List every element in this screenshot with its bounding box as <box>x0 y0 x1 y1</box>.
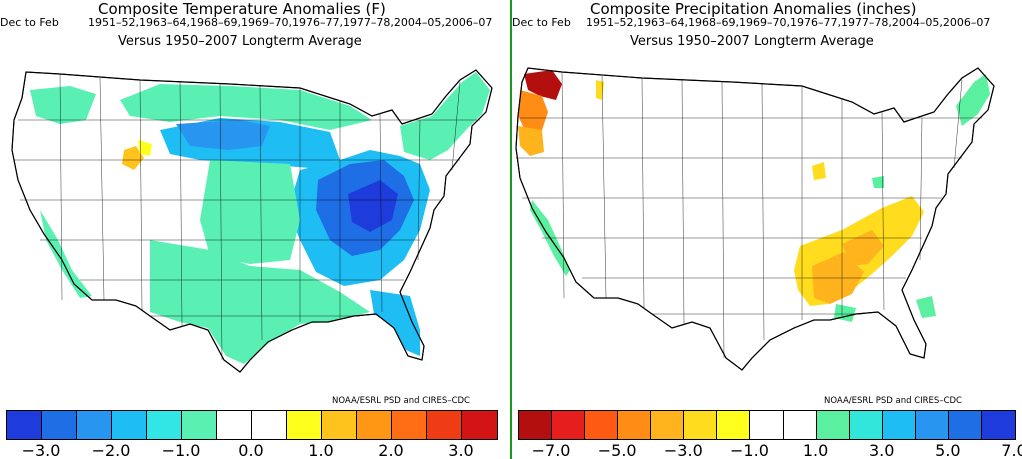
color-scale-box <box>217 411 252 439</box>
composite-years: 1951–52,1963–64,1968–69,1969–70,1976–77,… <box>586 16 991 29</box>
color-scale-box <box>750 411 784 439</box>
color-scale-box <box>147 411 182 439</box>
color-scale-box <box>42 411 77 439</box>
color-scale-ticks: −3.0 −2.0 −1.0 0.0 1.0 2.0 3.0 <box>0 441 510 459</box>
color-scale-box <box>252 411 287 439</box>
color-scale-tick-label: −3.0 <box>21 441 61 459</box>
color-scale-box <box>717 411 751 439</box>
color-scale-tick-label: 5.0 <box>935 441 961 459</box>
color-scale-box <box>585 411 619 439</box>
color-scale-tick-label: 0.0 <box>238 441 264 459</box>
color-scale-box <box>981 411 1015 439</box>
temperature-anomaly-panel: Composite Temperature Anomalies (F) Dec … <box>0 0 510 459</box>
color-scale-box <box>182 411 217 439</box>
color-scale-tick-label: 7.0 <box>1001 441 1022 459</box>
color-scale-tick-label: 3.0 <box>868 441 895 459</box>
color-scale-bar <box>518 410 1016 440</box>
baseline-label: Versus 1950–2007 Longterm Average <box>118 34 362 49</box>
precipitation-anomaly-shading <box>518 70 990 322</box>
baseline-label: Versus 1950–2007 Longterm Average <box>630 34 874 49</box>
climate-division-grid <box>516 71 982 359</box>
color-scale-box <box>882 411 916 439</box>
us-outline <box>515 67 995 371</box>
color-scale-box <box>462 411 497 439</box>
color-scale-box <box>849 411 883 439</box>
color-scale-tick-label: 2.0 <box>378 441 404 459</box>
color-scale-box <box>287 411 322 439</box>
color-scale-box <box>651 411 685 439</box>
color-scale-box <box>552 411 586 439</box>
color-scale-box <box>816 411 850 439</box>
color-scale-box <box>322 411 357 439</box>
climate-division-grid <box>14 73 480 361</box>
panel-title: Composite Temperature Anomalies (F) <box>98 0 386 18</box>
color-scale-tick-label: 1.0 <box>308 441 334 459</box>
color-scale-tick-label: −5.0 <box>597 441 637 459</box>
composite-years: 1951–52,1963–64,1968–69,1969–70,1976–77,… <box>88 16 493 29</box>
color-scale-box <box>684 411 718 439</box>
color-scale-tick-label: −1.0 <box>730 441 769 459</box>
color-scale-tick-label: 1.0 <box>802 441 829 459</box>
color-scale-bar <box>6 410 498 440</box>
color-scale-tick-label: −7.0 <box>531 441 571 459</box>
color-scale-box <box>112 411 147 439</box>
temperature-anomaly-shading <box>30 72 490 364</box>
color-scale-tick-label: −3.0 <box>663 441 703 459</box>
precipitation-anomaly-panel: Composite Precipitation Anomalies (inche… <box>512 0 1022 459</box>
color-scale-box <box>618 411 652 439</box>
color-scale-box <box>77 411 112 439</box>
color-scale-tick-label: −2.0 <box>91 441 131 459</box>
season-label: Dec to Feb <box>512 16 571 29</box>
season-label: Dec to Feb <box>0 16 59 29</box>
color-scale-box <box>948 411 982 439</box>
us-precipitation-anomaly-map <box>515 67 995 371</box>
color-scale-box <box>392 411 427 439</box>
color-scale-tick-label: −1.0 <box>161 441 201 459</box>
color-scale-box <box>357 411 392 439</box>
panel-divider <box>510 0 512 459</box>
color-scale-tick-label: 3.0 <box>448 441 474 459</box>
color-scale-box <box>915 411 949 439</box>
color-scale-box <box>783 411 817 439</box>
panel-title: Composite Precipitation Anomalies (inche… <box>590 0 917 18</box>
color-scale-box <box>519 411 553 439</box>
color-scale-box <box>427 411 462 439</box>
color-scale-box <box>7 411 42 439</box>
data-credit: NOAA/ESRL PSD and CIRES–CDC <box>332 396 470 406</box>
us-temperature-anomaly-map <box>11 69 493 373</box>
data-credit: NOAA/ESRL PSD and CIRES–CDC <box>824 396 962 406</box>
color-scale-ticks: −7.0 −5.0 −3.0 −1.0 1.0 3.0 5.0 7.0 <box>512 441 1022 459</box>
